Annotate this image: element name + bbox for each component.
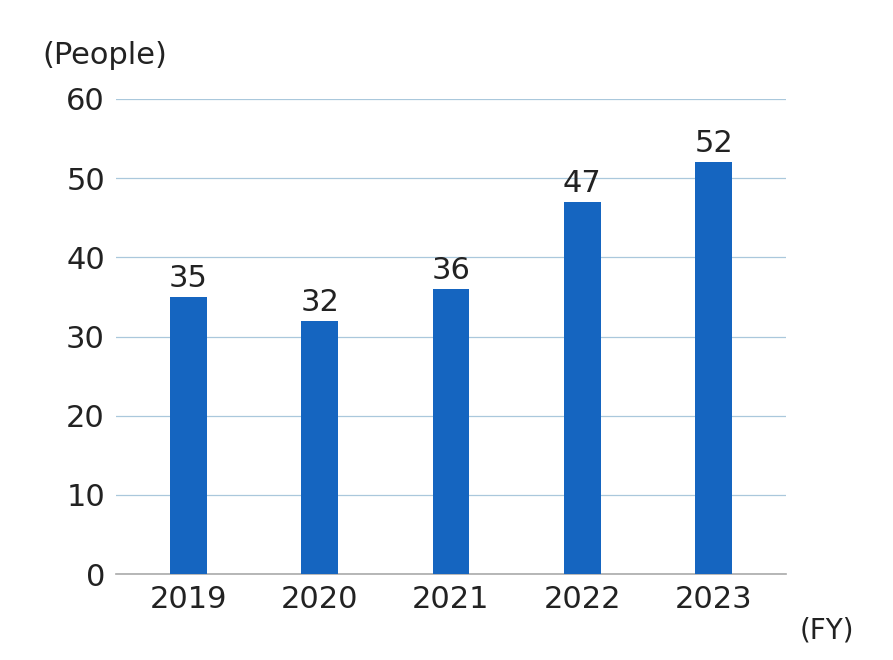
Bar [432, 289, 470, 574]
Bar [563, 202, 601, 574]
Bar [170, 297, 206, 574]
Text: 36: 36 [431, 256, 471, 285]
Bar [301, 321, 338, 574]
Text: 47: 47 [563, 169, 602, 198]
Text: 52: 52 [694, 129, 733, 158]
Text: (People): (People) [43, 42, 167, 71]
Bar [696, 162, 732, 574]
Text: 32: 32 [300, 288, 339, 317]
Text: 35: 35 [169, 264, 208, 293]
Text: (FY): (FY) [799, 617, 854, 645]
